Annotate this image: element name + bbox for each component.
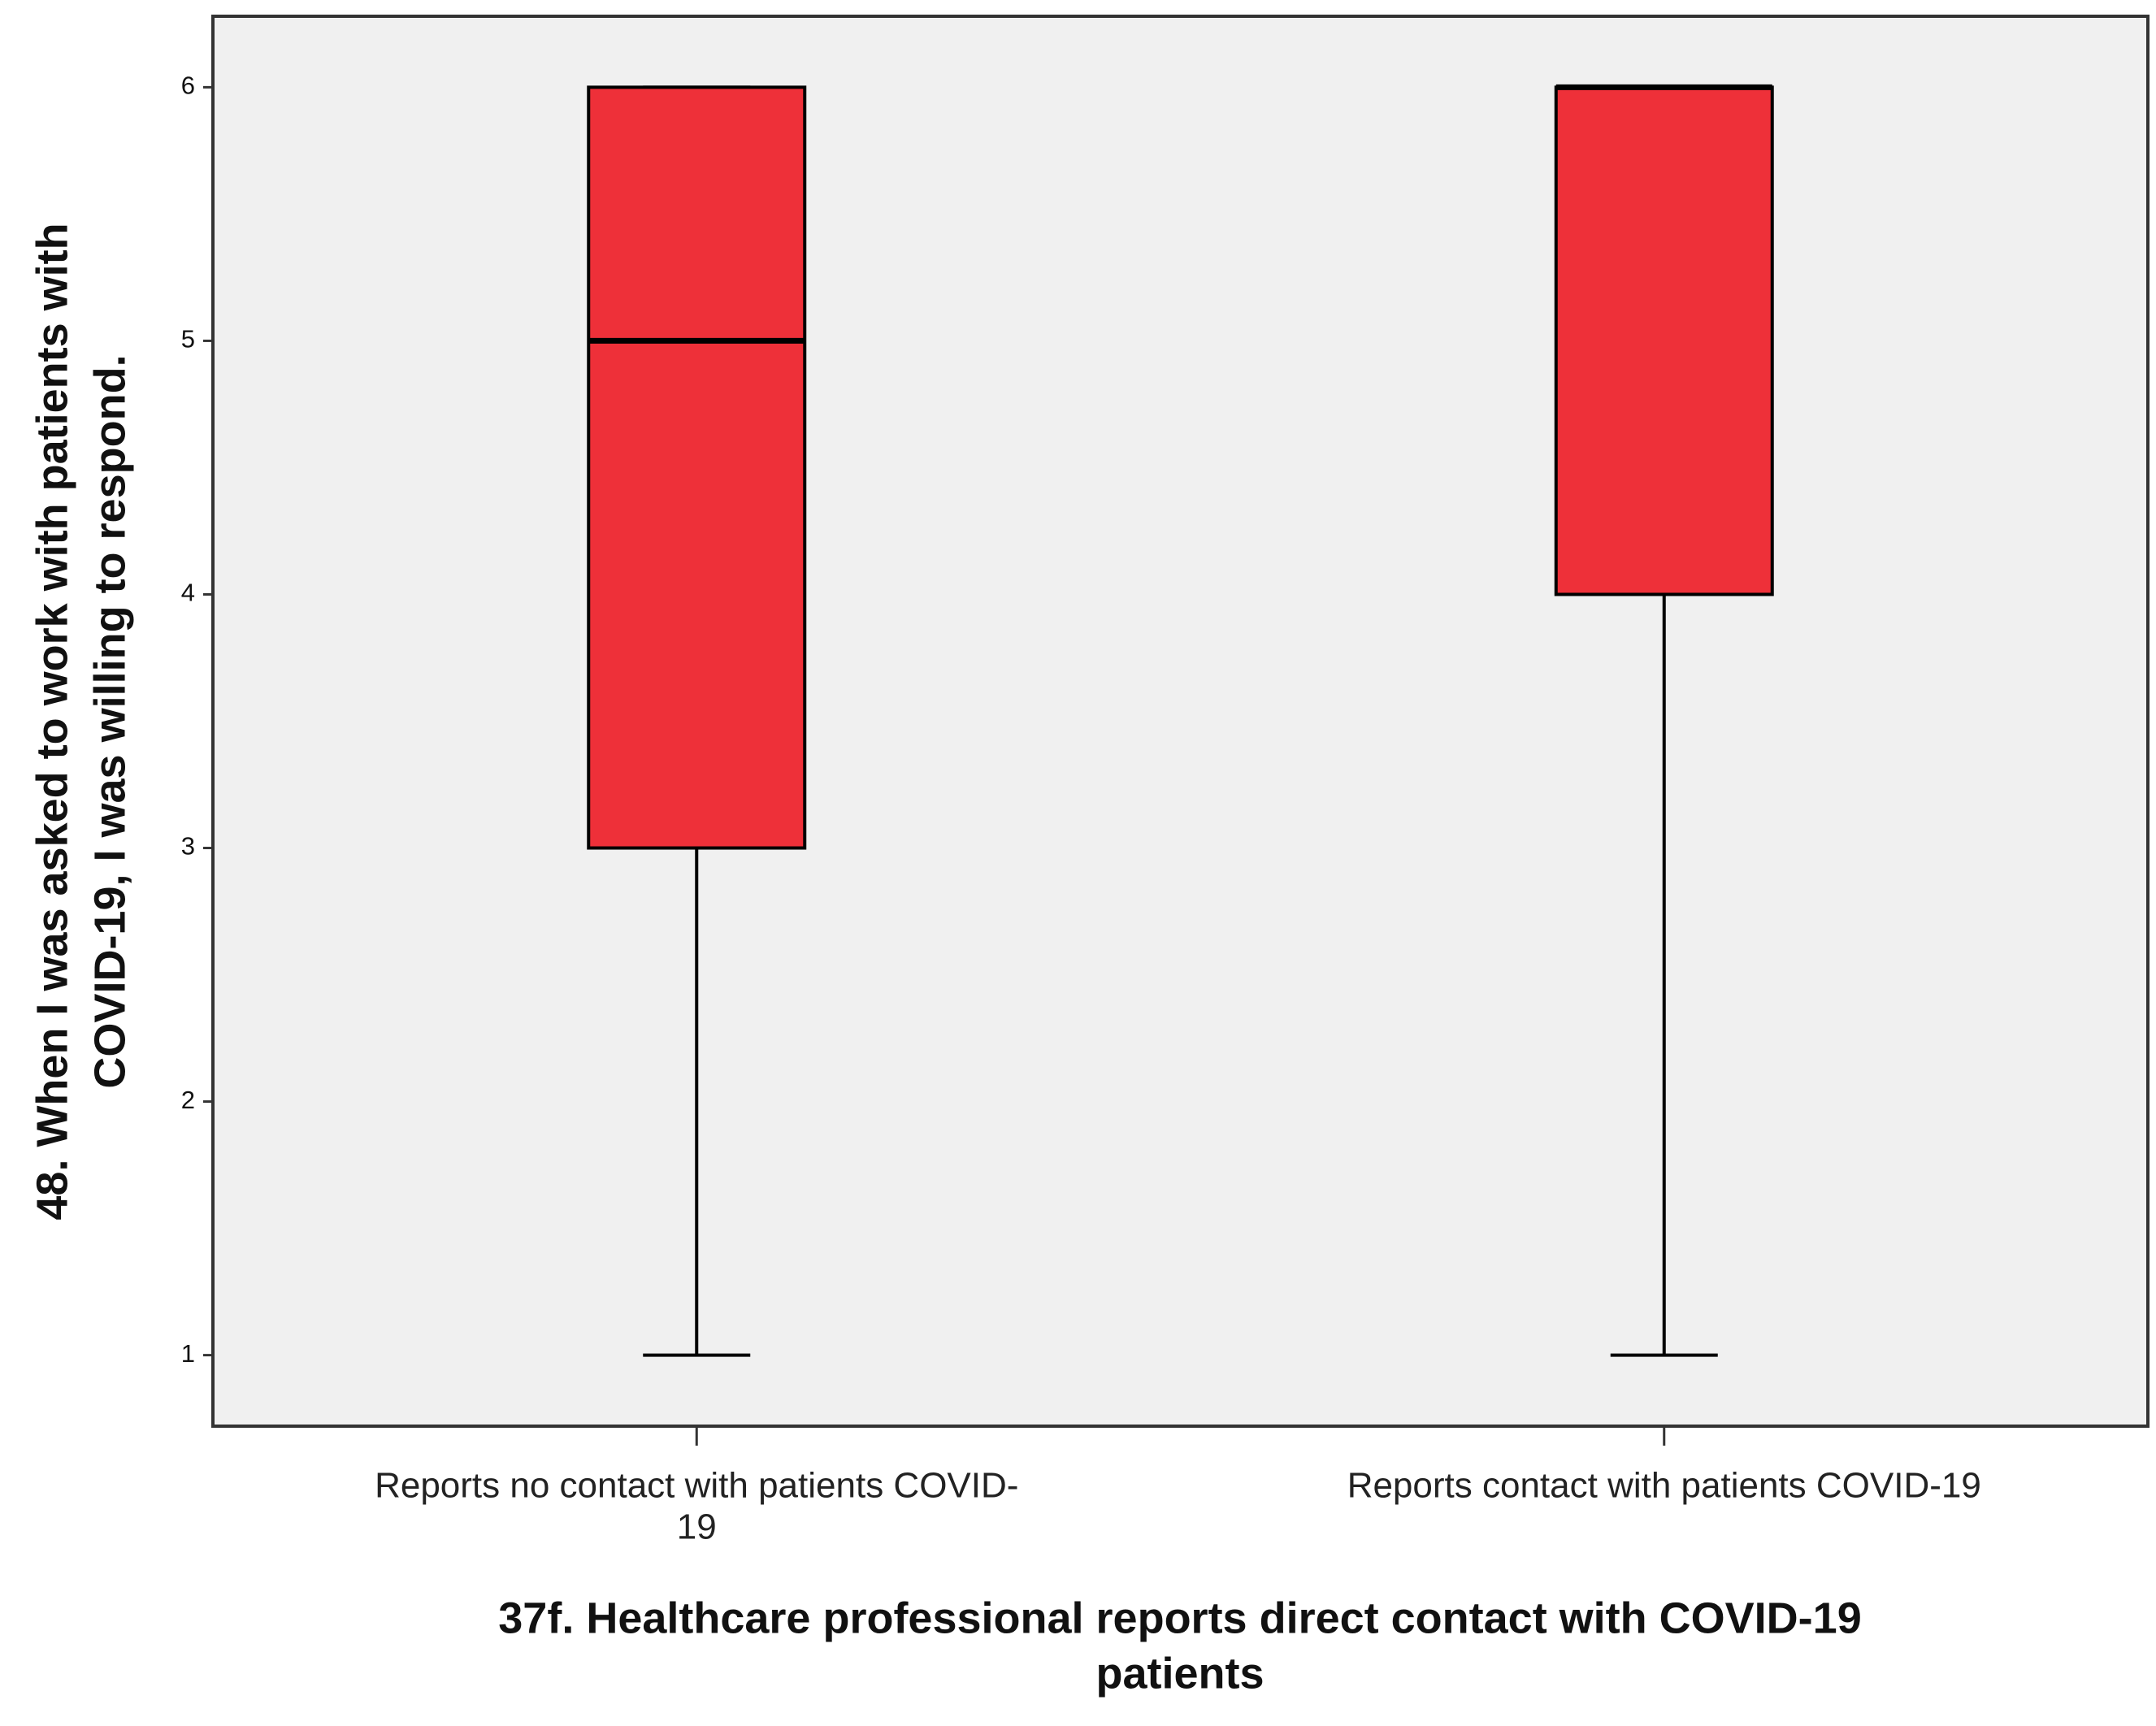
box — [1554, 85, 1774, 596]
x-axis-title: patients — [1095, 1649, 1264, 1698]
y-tick-label: 3 — [181, 832, 195, 861]
y-tick-label: 6 — [181, 72, 195, 100]
y-tick-label: 4 — [181, 579, 195, 607]
box — [587, 85, 807, 850]
y-tick-label: 1 — [181, 1339, 195, 1368]
y-axis-title: COVID-19, I was willing to respond. — [85, 354, 134, 1088]
x-tick-label: Reports no contact with patients COVID- — [375, 1466, 1018, 1506]
y-tick-label: 2 — [181, 1086, 195, 1114]
x-tick-label: 19 — [677, 1507, 717, 1547]
x-tick-label: Reports contact with patients COVID-19 — [1347, 1466, 1981, 1506]
x-axis-title: 37f. Healthcare professional reports dir… — [498, 1594, 1861, 1642]
y-axis-title: 48. When I was asked to work with patien… — [28, 223, 76, 1220]
plot-area — [211, 15, 2149, 1428]
y-tick-label: 5 — [181, 325, 195, 353]
